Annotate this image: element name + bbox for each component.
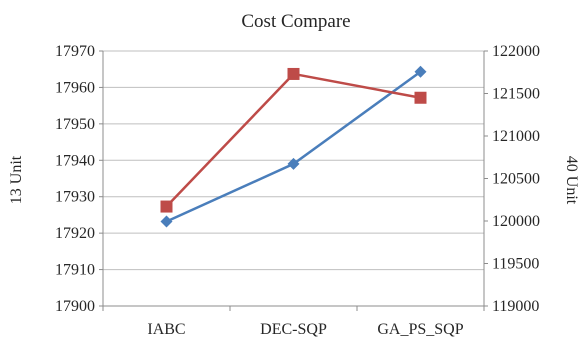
- right-tick-label: 121500: [492, 86, 540, 103]
- right-tick-label: 119000: [492, 298, 539, 315]
- x-tick-label: DEC-SQP: [260, 321, 327, 338]
- series-2-point: [160, 200, 173, 213]
- series-1-point: [414, 65, 427, 78]
- series-1-line: [165, 70, 422, 223]
- left-axis-label: 13 Unit: [8, 155, 25, 204]
- x-tick-label: GA_PS_SQP: [377, 321, 463, 338]
- right-tick-label: 122000: [492, 43, 540, 60]
- axes: 17900 17910 17920 17930 17940 17950 17960 17970…: [55, 43, 540, 338]
- right-axis-label: 40 Unit: [563, 156, 580, 205]
- left-tick-label: 17960: [55, 79, 95, 96]
- left-tick-label: 17920: [55, 225, 95, 242]
- left-tick-label: 17970: [55, 43, 95, 60]
- right-tick-label: 120500: [492, 171, 540, 188]
- left-tick-label: 17910: [55, 262, 95, 279]
- series-layer: [160, 65, 427, 228]
- left-tick-label: 17940: [55, 152, 95, 169]
- x-tick-label: IABC: [147, 321, 185, 338]
- series-2-point: [287, 67, 300, 80]
- series-2-line: [165, 72, 421, 208]
- right-tick-label: 120000: [492, 213, 540, 230]
- left-tick-label: 17950: [55, 116, 95, 133]
- series-2-point: [414, 91, 427, 104]
- right-tick-label: 119500: [492, 256, 539, 273]
- right-tick-label: 121000: [492, 128, 540, 145]
- left-tick-label: 17900: [55, 298, 95, 315]
- left-tick-label: 17930: [55, 189, 95, 206]
- series-1-point: [160, 215, 173, 228]
- chart-title: Cost Compare: [241, 11, 350, 32]
- series-1-point: [287, 157, 300, 170]
- gridlines: [103, 50, 484, 271]
